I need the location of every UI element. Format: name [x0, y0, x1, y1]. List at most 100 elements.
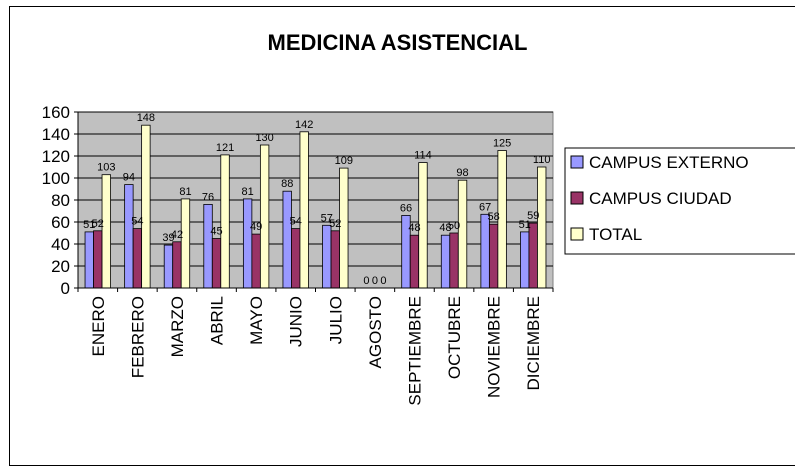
x-tick-label: FEBRERO — [128, 296, 147, 378]
legend-swatch — [570, 227, 584, 241]
bars — [84, 124, 547, 289]
bar — [520, 231, 530, 289]
y-tick-label: 160 — [42, 103, 70, 122]
y-tick-label: 140 — [42, 125, 70, 144]
y-tick-label: 20 — [51, 257, 70, 276]
bar — [322, 224, 332, 289]
data-label: 45 — [210, 226, 222, 238]
data-label: 49 — [250, 221, 262, 233]
x-tick-label: DICIEMBRE — [524, 296, 543, 390]
bar — [203, 203, 213, 289]
bar — [132, 228, 143, 289]
x-tick-label: JUNIO — [287, 296, 306, 347]
data-label: 54 — [290, 216, 302, 228]
bar — [163, 244, 174, 289]
data-label: 54 — [131, 216, 143, 228]
data-label: 114 — [414, 150, 432, 162]
data-label: 58 — [488, 211, 500, 223]
data-label: 110 — [533, 154, 551, 166]
data-label: 42 — [171, 229, 183, 241]
bar — [537, 166, 547, 289]
bar — [488, 223, 499, 289]
data-label: 88 — [281, 178, 293, 190]
x-tick-label: JULIO — [326, 296, 345, 344]
bar — [211, 238, 222, 289]
data-label: 67 — [479, 201, 491, 213]
data-label: 94 — [123, 172, 135, 184]
data-label: 125 — [493, 138, 511, 150]
data-label: 52 — [329, 218, 341, 230]
bar — [180, 198, 191, 289]
data-label: 66 — [400, 202, 412, 214]
data-label: 50 — [448, 220, 460, 232]
x-tick-label: NOVIEMBRE — [485, 296, 504, 398]
x-tick-label: AGOSTO — [366, 296, 385, 368]
bar — [172, 241, 182, 289]
x-tick-label: MAYO — [247, 296, 266, 345]
bar — [141, 124, 151, 289]
data-label: 59 — [527, 210, 539, 222]
bar — [259, 144, 270, 289]
x-tick-label: ABRIL — [208, 296, 227, 345]
data-label: 39 — [162, 232, 174, 244]
y-tick-label: 100 — [42, 169, 70, 188]
axes: 0 20 40 60 80 100 120 140 160 ENERO FEBRERO MARZO AB… — [42, 103, 554, 406]
y-tick-label: 40 — [51, 235, 70, 254]
data-label: 52 — [92, 218, 104, 230]
legend: CAMPUS EXTERNO CAMPUS CIUDAD TOTAL — [564, 147, 795, 255]
data-label: 130 — [255, 132, 273, 144]
data-label: 0 — [372, 275, 378, 287]
x-tick-label: OCTUBRE — [445, 296, 464, 379]
y-tick-label: 60 — [51, 213, 70, 232]
bar — [101, 174, 111, 289]
data-label: 0 — [363, 275, 369, 287]
bar — [220, 154, 230, 289]
bar — [124, 184, 134, 289]
bar — [84, 231, 94, 289]
bar — [251, 233, 261, 289]
bar — [242, 198, 253, 289]
bar — [291, 228, 301, 289]
bar — [440, 234, 451, 289]
x-tick-label: MARZO — [168, 296, 187, 357]
data-label: 48 — [408, 222, 420, 234]
legend-box — [564, 147, 795, 255]
legend-swatch — [570, 155, 584, 169]
legend-label: TOTAL — [589, 225, 642, 244]
data-label: 109 — [335, 155, 353, 167]
bar — [457, 179, 468, 289]
data-label: 121 — [216, 142, 234, 154]
chart-title: MEDICINA ASISTENCIAL — [267, 30, 528, 55]
bar — [330, 230, 340, 289]
data-label: 81 — [242, 186, 254, 198]
data-label: 76 — [202, 191, 214, 203]
data-label: 148 — [137, 112, 155, 124]
bar — [409, 234, 420, 289]
data-label: 0 — [380, 275, 386, 287]
data-label: 103 — [97, 162, 115, 174]
bar — [282, 190, 292, 289]
data-label: 57 — [321, 212, 333, 224]
bar — [93, 230, 103, 289]
data-label: 51 — [519, 219, 531, 231]
data-label: 81 — [179, 186, 191, 198]
y-tick-label: 0 — [61, 279, 70, 298]
x-tick-label: SEPTIEMBRE — [405, 296, 424, 406]
y-tick-label: 120 — [42, 147, 70, 166]
bar — [528, 222, 538, 289]
legend-swatch — [570, 191, 584, 205]
data-label: 98 — [456, 167, 468, 179]
legend-label: CAMPUS CIUDAD — [589, 189, 732, 208]
bar — [449, 232, 459, 289]
bar — [299, 131, 309, 289]
data-label: 142 — [295, 119, 313, 131]
legend-label: CAMPUS EXTERNO — [589, 153, 749, 172]
x-tick-label: ENERO — [89, 296, 108, 356]
y-tick-label: 80 — [51, 191, 70, 210]
data-label: 51 — [83, 219, 95, 231]
bar — [480, 213, 490, 289]
data-label: 48 — [439, 222, 451, 234]
gridlines — [78, 111, 553, 267]
